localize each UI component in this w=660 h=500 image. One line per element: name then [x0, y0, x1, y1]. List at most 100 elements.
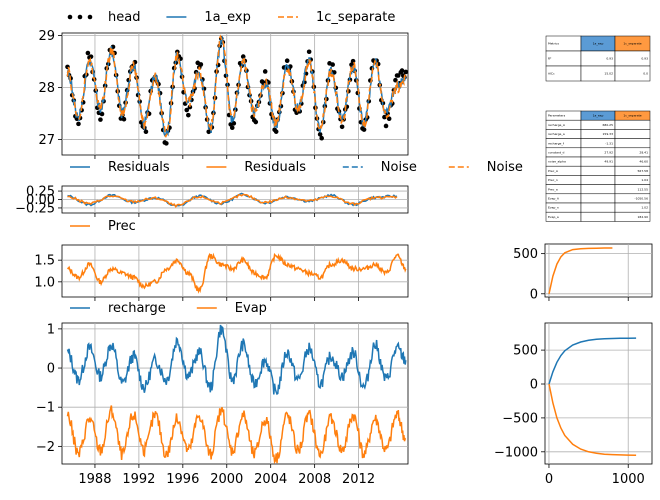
- parameters-table-text: 49.91: [604, 160, 613, 164]
- residuals-series-line: [67, 193, 398, 209]
- head-point: [121, 116, 127, 122]
- head-legend-marker: [87, 14, 93, 20]
- head-point: [382, 114, 387, 120]
- head-point: [85, 50, 91, 56]
- stresses-axes-frame: [61, 322, 409, 465]
- stresses-xtick-label: 2004: [254, 472, 287, 487]
- head-point: [399, 68, 405, 73]
- prec-ytick-label: 1.0: [34, 275, 55, 290]
- parameters-table-text: Evap_n: [548, 206, 559, 210]
- parameters-table-text: 182.90: [638, 215, 649, 219]
- prec-series-line: [66, 252, 407, 294]
- head-point: [198, 62, 204, 67]
- legend-layer: head 1a_exp 1c_separate Residuals Residuals N…: [67, 10, 523, 316]
- residuals-legend-label: Residuals: [244, 160, 306, 175]
- parameters-table-cell: [580, 184, 616, 195]
- head-ytick-label: 27: [38, 133, 55, 148]
- head-point: [253, 119, 259, 125]
- head-point: [319, 135, 324, 141]
- head-point: [393, 77, 398, 83]
- prec-axes-frame: [61, 244, 409, 298]
- head-legend-marker: [67, 14, 73, 20]
- stresses-ytick-label: 0: [47, 362, 55, 377]
- parameters-table-cell: [580, 202, 616, 213]
- parameters-table-text: Prec_n: [548, 178, 558, 182]
- step_stresses-ytick-label: −1000: [494, 445, 538, 460]
- stresses-series-line: [66, 405, 407, 464]
- stresses-ytick-label: −2: [36, 440, 55, 455]
- head-axes-frame: [61, 32, 409, 156]
- parameters-table-text: 567.58: [638, 169, 649, 173]
- stresses-legend-label: Evap: [235, 301, 267, 316]
- prec-ytick-label: 1.5: [34, 254, 55, 269]
- head-point: [206, 129, 212, 135]
- head-point: [231, 121, 237, 126]
- parameters-table-text: Parameters: [548, 114, 566, 118]
- stresses-xtick-label: 1996: [166, 472, 199, 487]
- parameters-table-text: noise_alpha: [548, 160, 566, 164]
- head-legend-marker: [77, 14, 83, 20]
- metrics-table-text: 0.93: [606, 57, 613, 61]
- head-point: [284, 58, 290, 64]
- parameters-table-cell: [614, 138, 651, 149]
- metrics-table-text: AICc: [548, 72, 555, 76]
- head-legend-label: 1a_exp: [204, 10, 250, 25]
- parameters-table-text: constant_d: [548, 151, 565, 155]
- parameters-table-text: 46.60: [639, 160, 648, 164]
- metrics-table-text: 1c_separate: [623, 42, 641, 46]
- head-point: [317, 132, 323, 137]
- head-point: [143, 129, 149, 135]
- stresses-xtick-label: 2012: [342, 472, 375, 487]
- step_stresses-xtick-label: 0: [545, 472, 553, 487]
- step_stresses-ytick-label: 0: [530, 378, 538, 393]
- step_stresses-series-line: [548, 337, 637, 385]
- head-point: [273, 129, 279, 134]
- series-layer: [65, 34, 637, 464]
- step_prec-ytick-label: 0: [530, 287, 538, 302]
- parameters-table-text: 1.02: [641, 206, 648, 210]
- head-legend-label: head: [108, 10, 140, 25]
- residuals-ytick-label: −0.25: [15, 201, 55, 216]
- metrics-table-text: Metrics: [548, 42, 559, 46]
- residuals-legend-label: Noise: [487, 160, 523, 175]
- parameters-table-cell: [614, 129, 651, 139]
- head-point: [187, 104, 193, 110]
- parameters-table-cell: [580, 193, 616, 204]
- parameters-table-text: recharge_A: [548, 123, 566, 127]
- parameters-table-text: 112.55: [638, 187, 649, 191]
- parameters-table-text: 1.04: [641, 178, 648, 182]
- head-point: [164, 141, 169, 146]
- stresses-legend-label: recharge: [108, 301, 166, 316]
- stresses-xtick-label: 1988: [78, 472, 111, 487]
- stresses-xtick-label: 1992: [122, 472, 155, 487]
- stresses-xtick-label: 2008: [298, 472, 331, 487]
- step-stresses-axes-frame: [544, 322, 653, 465]
- residuals-ytick-label: 0.00: [26, 193, 55, 208]
- head-point: [386, 116, 392, 122]
- parameters-table-text: recharge_f: [548, 141, 565, 145]
- metrics-table-text: R²: [548, 57, 552, 61]
- stresses-xtick-label: 2000: [210, 472, 243, 487]
- step_stresses-ytick-label: −500: [502, 411, 538, 426]
- parameters-table-text: Prec_A: [548, 169, 559, 173]
- parameters-table-cell: [614, 211, 651, 222]
- head-ytick-label: 28: [38, 81, 55, 96]
- parameters-table-text: recharge_a: [548, 132, 565, 136]
- head-point: [330, 62, 335, 67]
- step_stresses-series-line: [548, 383, 637, 456]
- metrics-table-text: 1a_exp: [593, 42, 604, 46]
- metrics-table-cell: [614, 65, 651, 82]
- head-point: [76, 121, 81, 127]
- stresses-ytick-label: 1: [47, 322, 55, 337]
- parameters-table-text: 1a_exp: [593, 114, 604, 118]
- parameters-table-text: Prec_a: [548, 187, 558, 191]
- stresses-series-line: [66, 324, 407, 396]
- head-point: [403, 69, 408, 75]
- parameters-table-cell: [580, 211, 616, 222]
- parameters-table-text: -1050.56: [635, 197, 649, 201]
- table-layer: Metrics 1a_exp 1c_separate R² 0.93 0.93 AICc 15…: [545, 35, 651, 222]
- head-point: [262, 69, 268, 74]
- residuals-legend-label: Residuals: [108, 160, 170, 175]
- head-point: [395, 73, 401, 78]
- metrics-table-text: 15.02: [604, 72, 613, 76]
